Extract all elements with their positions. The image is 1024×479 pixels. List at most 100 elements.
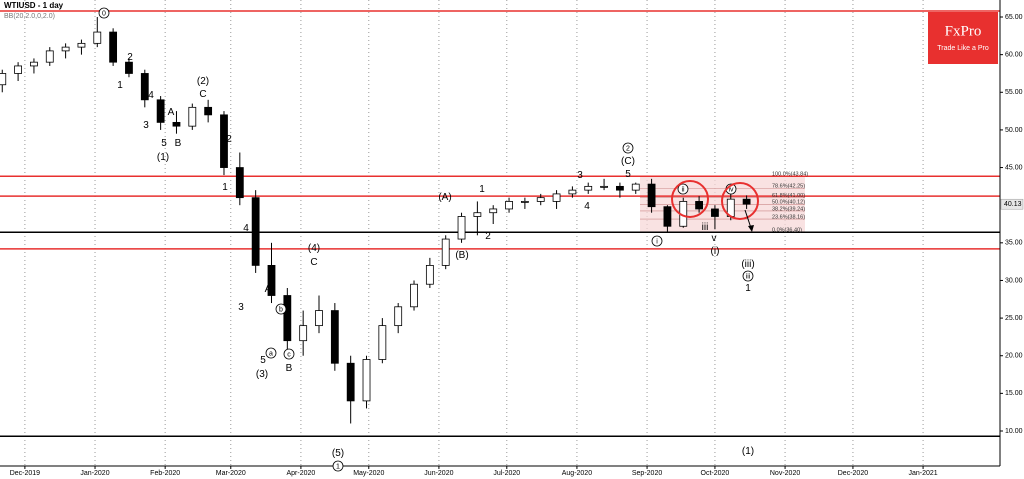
wave-label: A <box>168 107 175 118</box>
fib-label: 23.6%(38.16) <box>772 214 805 220</box>
wave-label: ii <box>681 186 685 193</box>
wave-label: 2 <box>127 52 133 63</box>
annotation-circle <box>622 142 634 154</box>
candle-body <box>742 198 751 205</box>
candle-body <box>267 265 276 296</box>
candle-body <box>505 201 513 210</box>
x-tick-label: Aug-2020 <box>562 470 592 477</box>
candle-body <box>346 362 355 402</box>
candle-body <box>711 208 719 217</box>
wave-label: A <box>265 284 272 295</box>
candle-body <box>172 121 181 127</box>
last-price-label: 40.13 <box>1004 201 1022 208</box>
x-tick-label: Jan-2020 <box>80 470 109 477</box>
wave-label: 3 <box>143 120 149 131</box>
wave-label: 2 <box>226 134 232 145</box>
wave-label: 2 <box>485 231 491 242</box>
wave-label: iii <box>702 222 709 233</box>
candle-body <box>61 46 70 52</box>
fib-label: 38.2%(39.24) <box>772 206 805 212</box>
wave-label: B <box>175 138 182 149</box>
y-tick-label: 60.00 <box>1005 51 1023 58</box>
last-price-box <box>1000 198 1024 210</box>
y-tick-label: 50.00 <box>1005 127 1023 134</box>
logo-brand: FxPro <box>945 23 982 39</box>
candle-body <box>552 193 561 202</box>
wave-label: 0 <box>102 10 106 17</box>
candle-body <box>109 31 118 63</box>
annotation-circle <box>651 235 663 247</box>
wave-label: 2 <box>626 145 630 152</box>
wave-label: (4) <box>308 243 320 254</box>
wave-label: C <box>199 89 206 100</box>
candle-body <box>695 201 703 210</box>
annotation-circle <box>275 303 287 315</box>
wave-label: 5 <box>161 138 167 149</box>
fib-label: 50.0%(40.12) <box>772 200 805 206</box>
main-layer <box>0 10 1000 438</box>
wave-label: v <box>712 233 717 244</box>
fib-label: 100.0%(43.84) <box>772 172 808 178</box>
candle-body <box>30 61 38 67</box>
candle-body <box>188 106 197 127</box>
annotation-circle <box>677 183 689 195</box>
candle-body <box>394 306 403 327</box>
wave-label: 4 <box>243 223 249 234</box>
candle-body <box>299 325 308 342</box>
candle-body <box>14 65 22 74</box>
wave-label: 3 <box>238 302 244 313</box>
candle-body <box>647 183 656 208</box>
y-tick-label: 65.00 <box>1005 14 1023 21</box>
wave-label: 1 <box>479 184 485 195</box>
candle-body <box>600 185 608 188</box>
wave-label: b <box>279 306 283 313</box>
candle-body <box>0 73 7 86</box>
candle-body <box>204 106 213 116</box>
candle-body <box>125 61 133 74</box>
y-tick-label: 15.00 <box>1005 390 1023 397</box>
candle-body <box>283 295 292 342</box>
candle-body <box>77 42 86 48</box>
y-tick-label: 45.00 <box>1005 164 1023 171</box>
candle-body <box>425 265 434 285</box>
x-tick-label: Mar-2020 <box>216 470 246 477</box>
wave-label: (A) <box>438 192 451 203</box>
candle-body <box>489 208 498 214</box>
wave-label: (iii) <box>741 259 754 270</box>
logo-tagline: Trade Like a Pro <box>937 45 989 52</box>
candle-body <box>378 325 387 360</box>
y-tick-label: 20.00 <box>1005 353 1023 360</box>
candle-body <box>93 31 102 44</box>
y-tick-label: 35.00 <box>1005 240 1023 247</box>
candle-body <box>631 183 640 191</box>
candle-body <box>457 216 466 240</box>
x-tick-label: Dec-2020 <box>838 470 868 477</box>
candle-body <box>441 238 450 266</box>
wave-label: i <box>656 238 658 245</box>
candle-body <box>330 310 339 364</box>
annotation-circle <box>283 348 295 360</box>
wave-label: 1 <box>745 283 751 294</box>
candle-body <box>568 189 577 195</box>
y-tick-label: 30.00 <box>1005 277 1023 284</box>
candle-body <box>520 201 529 203</box>
wave-label: (3) <box>256 369 268 380</box>
x-tick-label: Nov-2020 <box>770 470 800 477</box>
forecast-arrowhead <box>748 225 754 232</box>
x-tick-label: May-2020 <box>353 470 384 477</box>
indicator-label: BB(20,2.0,0,2.0) <box>4 13 55 20</box>
candle-body <box>473 212 482 217</box>
y-tick-label: 25.00 <box>1005 315 1023 322</box>
x-tick-label: Dec-2019 <box>10 470 40 477</box>
candle-body <box>315 310 323 327</box>
wave-label: 4 <box>148 90 154 101</box>
x-tick-label: Sep-2020 <box>632 470 662 477</box>
wave-label: B <box>286 363 293 374</box>
y-tick-label: 55.00 <box>1005 89 1023 96</box>
x-tick-label: Oct-2020 <box>701 470 730 477</box>
wave-label: (B) <box>455 250 468 261</box>
highlight-circle <box>671 180 709 218</box>
